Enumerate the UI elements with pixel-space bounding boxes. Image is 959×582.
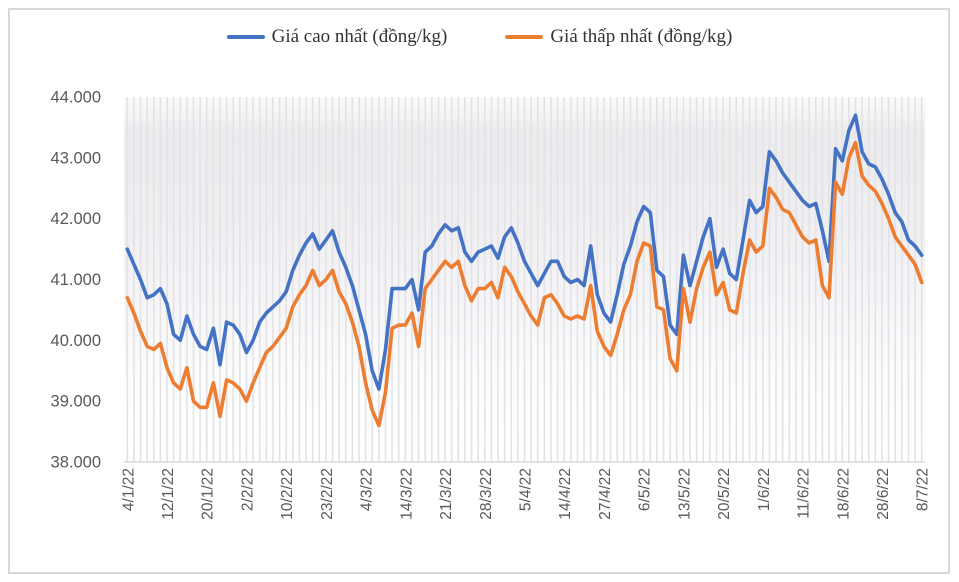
x-tick-label: 28/3/22 xyxy=(478,468,495,520)
y-tick-label: 43.000 xyxy=(51,149,101,167)
y-tick-label: 44.000 xyxy=(51,89,101,107)
vertical-gridlines xyxy=(126,97,923,462)
x-tick-label: 12/1/22 xyxy=(160,468,177,520)
x-tick-label: 4/1/22 xyxy=(120,468,137,511)
x-tick-label: 1/6/22 xyxy=(756,468,773,511)
chart-legend: Giá cao nhất (đồng/kg) Giá thấp nhất (đồ… xyxy=(0,26,959,48)
x-tick-label: 14/3/22 xyxy=(398,468,415,520)
x-tick-label: 6/5/22 xyxy=(637,468,654,511)
x-tick-label: 10/2/22 xyxy=(279,468,296,520)
legend-line-swatch-orange xyxy=(505,35,544,39)
y-tick-label: 38.000 xyxy=(51,454,101,472)
y-axis-tick-labels: 38.000 39.000 40.000 41.000 42.000 43.000 44.0… xyxy=(51,89,101,472)
x-tick-label: 8/7/22 xyxy=(915,468,932,511)
legend-item-gia-thap-nhat: Giá thấp nhất (đồng/kg) xyxy=(505,26,732,48)
legend-label-gia-thap-nhat: Giá thấp nhất (đồng/kg) xyxy=(550,26,733,47)
x-tick-label: 13/5/22 xyxy=(676,468,693,520)
x-tick-label: 18/6/22 xyxy=(835,468,852,520)
legend-line-swatch-blue xyxy=(226,35,265,39)
x-tick-label: 4/3/22 xyxy=(359,468,376,511)
x-tick-label: 27/4/22 xyxy=(597,468,614,520)
x-tick-label: 20/1/22 xyxy=(200,468,217,520)
series-line-gia-thap-nhat xyxy=(125,140,924,428)
legend-item-gia-cao-nhat: Giá cao nhất (đồng/kg) xyxy=(226,26,448,48)
y-tick-label: 39.000 xyxy=(51,393,101,411)
x-tick-label: 28/6/22 xyxy=(875,468,892,520)
y-tick-label: 42.000 xyxy=(51,210,101,228)
y-tick-label: 41.000 xyxy=(51,271,101,289)
legend-label-gia-cao-nhat: Giá cao nhất (đồng/kg) xyxy=(271,26,448,47)
data-series-lines xyxy=(125,113,924,428)
x-tick-label: 2/2/22 xyxy=(239,468,256,511)
x-tick-label: 14/4/22 xyxy=(557,468,574,520)
x-tick-label: 5/4/22 xyxy=(518,468,535,511)
series-line-gia-cao-nhat xyxy=(125,113,924,391)
x-axis-tick-labels: 4/1/22 12/1/22 20/1/22 2/2/22 10/2/22 23/2/22… xyxy=(120,468,931,520)
x-tick-label: 11/6/22 xyxy=(796,468,813,519)
x-tick-label: 23/2/22 xyxy=(319,468,336,520)
x-tick-label: 20/5/22 xyxy=(716,468,733,520)
y-tick-label: 40.000 xyxy=(51,332,101,350)
x-tick-label: 21/3/22 xyxy=(438,468,455,520)
